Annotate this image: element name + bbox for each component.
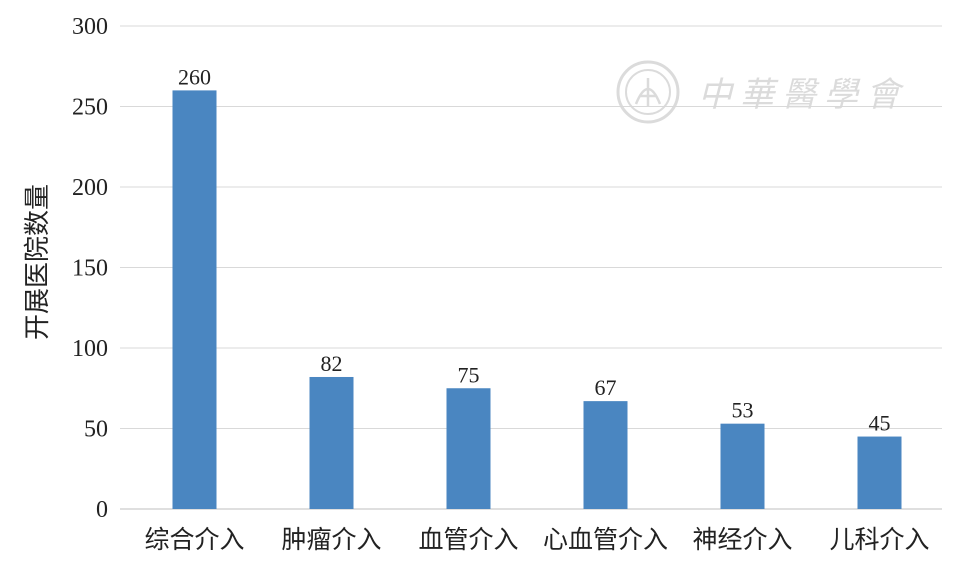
data-label: 75 xyxy=(458,362,480,387)
y-tick-label: 0 xyxy=(96,497,108,523)
x-category-label: 神经介入 xyxy=(692,525,792,554)
data-label: 82 xyxy=(321,351,343,376)
data-label: 45 xyxy=(869,411,891,436)
watermark-text: 中華醫學會 xyxy=(698,75,908,115)
y-tick-label: 300 xyxy=(72,14,108,40)
data-label: 67 xyxy=(595,375,617,400)
bar xyxy=(583,401,628,509)
x-category-label: 肿瘤介入 xyxy=(281,525,381,554)
x-category-label: 儿科介入 xyxy=(829,525,929,554)
y-tick-label: 250 xyxy=(72,95,108,121)
data-label: 260 xyxy=(178,64,211,89)
bar xyxy=(446,388,491,509)
bar xyxy=(172,90,217,510)
x-category-label: 血管介入 xyxy=(418,525,518,554)
y-tick-label: 150 xyxy=(72,256,108,282)
data-label: 53 xyxy=(732,398,754,423)
x-category-label: 心血管介入 xyxy=(543,525,668,554)
bar xyxy=(857,436,902,509)
y-axis-label: 开展医院数量 xyxy=(23,184,53,340)
x-category-label: 综合介入 xyxy=(144,525,244,554)
x-axis-categories: 综合介入 肿瘤介入 血管介入 心血管介入 神经介入 儿科介入 xyxy=(144,525,929,554)
bar xyxy=(309,376,354,509)
data-labels: 260 82 75 67 53 45 xyxy=(178,64,891,435)
watermark: 中華醫學會 xyxy=(616,60,908,124)
bar xyxy=(720,423,765,509)
y-tick-label: 50 xyxy=(84,417,108,443)
seal-emblem-icon xyxy=(616,60,680,124)
y-tick-label: 200 xyxy=(72,175,108,201)
gridlines xyxy=(120,25,942,510)
y-axis-ticks: 0 50 100 150 200 250 300 xyxy=(72,14,108,523)
bars xyxy=(172,90,902,510)
y-tick-label: 100 xyxy=(72,336,108,362)
